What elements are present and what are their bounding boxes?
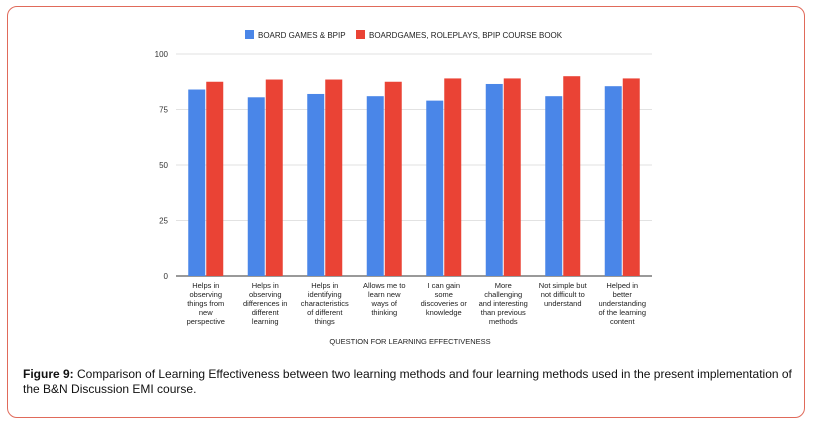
x-category-label: challenging xyxy=(484,290,522,299)
x-category-label: I can gain xyxy=(427,281,460,290)
x-category-label: learn new xyxy=(368,290,401,299)
x-category-label: of the learning xyxy=(598,308,646,317)
x-category-label: understanding xyxy=(598,299,646,308)
x-category-label: observing xyxy=(189,290,222,299)
x-category-label: knowledge xyxy=(426,308,462,317)
x-category-label: identifying xyxy=(308,290,342,299)
x-category-label: new xyxy=(199,308,213,317)
y-tick-label: 100 xyxy=(155,50,169,59)
x-category-label: and interesting xyxy=(479,299,528,308)
x-category-label: learning xyxy=(252,317,279,326)
legend: BOARD GAMES & BPIP BOARDGAMES, ROLEPLAYS,… xyxy=(245,30,563,40)
bar xyxy=(325,79,343,276)
legend-swatch xyxy=(245,30,254,39)
bar xyxy=(307,93,325,277)
x-category-label: than previous xyxy=(481,308,526,317)
x-category-label: not difficult to xyxy=(541,290,585,299)
y-tick-label: 50 xyxy=(159,161,168,170)
x-category-label: different xyxy=(252,308,280,317)
bar xyxy=(426,100,444,277)
caption-label: Figure 9: xyxy=(23,367,74,381)
figure-frame xyxy=(7,6,805,418)
bar-chart: BOARD GAMES & BPIP BOARDGAMES, ROLEPLAYS,… xyxy=(155,30,652,346)
x-category-label: methods xyxy=(489,317,518,326)
x-category-label: of different xyxy=(307,308,343,317)
x-category-label: things from xyxy=(187,299,224,308)
x-category-label: Helps in xyxy=(192,281,219,290)
y-axis-ticks: 0 25 50 75 100 xyxy=(155,50,169,281)
x-category-label: Helped in xyxy=(606,281,638,290)
bar xyxy=(503,78,521,276)
caption-text: Comparison of Learning Effectiveness bet… xyxy=(23,367,792,396)
x-category-label: things xyxy=(315,317,335,326)
bar xyxy=(563,76,581,276)
x-category-label: Helps in xyxy=(252,281,279,290)
x-category-label: Helps in xyxy=(311,281,338,290)
x-category-label: characteristics xyxy=(301,299,349,308)
bar xyxy=(265,79,283,276)
bar xyxy=(247,97,265,276)
y-tick-label: 75 xyxy=(159,106,168,115)
legend-label: BOARD GAMES & BPIP xyxy=(258,31,346,40)
bar xyxy=(366,96,384,277)
x-category-label: More xyxy=(495,281,512,290)
y-tick-label: 25 xyxy=(159,217,168,226)
x-category-label: perspective xyxy=(187,317,225,326)
bar xyxy=(384,81,402,276)
y-tick-label: 0 xyxy=(164,272,169,281)
x-category-label: Allows me to xyxy=(363,281,406,290)
legend-swatch xyxy=(356,30,365,39)
x-category-label: some xyxy=(435,290,453,299)
bars xyxy=(188,76,640,277)
x-category-label: understand xyxy=(544,299,582,308)
x-category-label: better xyxy=(613,290,633,299)
x-category-label: content xyxy=(610,317,636,326)
gridlines xyxy=(176,53,652,277)
bar xyxy=(604,86,622,276)
figure-caption: Figure 9: Comparison of Learning Effecti… xyxy=(23,367,798,397)
x-category-label: observing xyxy=(249,290,282,299)
x-axis-title: QUESTION FOR LEARNING EFFECTIVENESS xyxy=(329,337,490,346)
bar xyxy=(545,96,563,277)
x-category-label: differences in xyxy=(243,299,287,308)
bar xyxy=(444,78,462,276)
x-category-label: ways of xyxy=(371,299,398,308)
x-category-label: discoveries or xyxy=(421,299,468,308)
x-category-label: thinking xyxy=(371,308,397,317)
bar xyxy=(188,89,206,277)
bar xyxy=(622,78,640,276)
bar xyxy=(206,81,224,276)
bar xyxy=(485,83,503,276)
x-category-label: Not simple but xyxy=(539,281,588,290)
legend-label: BOARDGAMES, ROLEPLAYS, BPIP COURSE BOOK xyxy=(369,31,563,40)
